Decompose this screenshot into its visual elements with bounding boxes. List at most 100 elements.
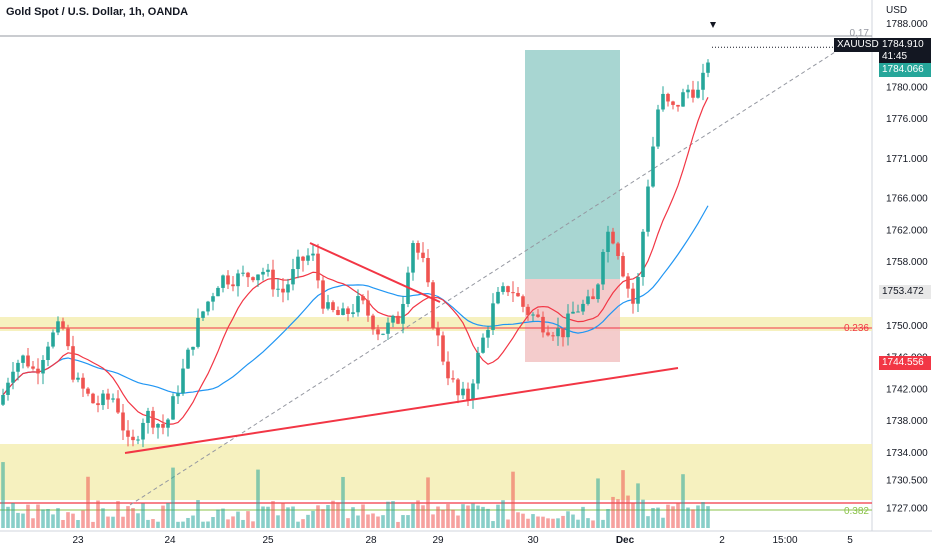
volume-bar [316, 505, 320, 528]
volume-bar [271, 501, 275, 528]
candle-body [611, 231, 615, 244]
volume-bar [376, 516, 380, 528]
volume-bar [281, 502, 285, 528]
candle-body [631, 288, 635, 304]
candle-body [66, 328, 70, 347]
candle-body [401, 303, 405, 324]
volume-bar [386, 501, 390, 528]
candle-body [456, 379, 460, 396]
candle-body [111, 398, 115, 400]
volume-bar [246, 511, 250, 528]
price-axis-panel [872, 0, 932, 550]
candle-body [206, 301, 210, 312]
support-zone [0, 444, 872, 500]
volume-bar [176, 521, 180, 528]
volume-bar [351, 507, 355, 528]
volume-bar [466, 505, 470, 528]
volume-bar [261, 506, 265, 528]
candle-body [6, 382, 10, 395]
candle-body [311, 253, 315, 256]
candle-body [96, 403, 100, 406]
candle-body [691, 89, 695, 98]
time-tick-label: 5 [847, 535, 853, 546]
price-tick-label: 1758.000 [886, 257, 928, 268]
candle-body [161, 424, 165, 428]
candle-body [371, 315, 375, 330]
volume-bar [101, 508, 105, 528]
candle-body [616, 243, 620, 257]
volume-bar [26, 504, 30, 528]
volume-bar [656, 507, 660, 528]
volume-bar [426, 477, 430, 528]
chart-title: Gold Spot / U.S. Dollar, 1h, OANDA [6, 6, 189, 18]
volume-bar [586, 518, 590, 528]
volume-bar [61, 519, 65, 528]
volume-bar [206, 521, 210, 528]
candle-body [191, 346, 195, 350]
volume-bar [301, 519, 305, 528]
volume-bar [591, 520, 595, 528]
volume-bar [216, 509, 220, 528]
moving-average-slow [2, 205, 709, 396]
candle-body [341, 308, 345, 315]
candle-body [51, 332, 55, 347]
volume-bar [646, 516, 650, 528]
candle-body [496, 291, 500, 304]
resistance-zone [0, 317, 872, 331]
candle-body [676, 104, 680, 107]
volume-bar [81, 510, 85, 528]
candle-body [251, 277, 255, 281]
candle-body [706, 62, 710, 73]
candle-body [21, 355, 25, 363]
volume-bar [451, 509, 455, 528]
volume-bar [321, 509, 325, 528]
price-tick-label: 1776.000 [886, 114, 928, 125]
candle-body [151, 410, 155, 428]
candle-body [271, 269, 275, 290]
volume-bar [46, 509, 50, 528]
candle-body [236, 273, 240, 287]
volume-bar [491, 521, 495, 528]
candle-body [481, 337, 485, 353]
volume-bar [666, 504, 670, 528]
volume-bar [121, 516, 125, 528]
volume-bar [571, 514, 575, 528]
volume-bar [441, 509, 445, 528]
volume-bar [651, 507, 655, 528]
volume-bar [566, 511, 570, 528]
candle-body [501, 286, 505, 292]
volume-bar [546, 518, 550, 528]
volume-bar [1, 462, 5, 528]
candle-body [701, 72, 705, 90]
candle-body [391, 315, 395, 323]
volume-bar [331, 500, 335, 528]
volume-bar [611, 496, 615, 528]
volume-bar [496, 504, 500, 528]
candle-body [16, 362, 20, 372]
candle-body [461, 388, 465, 396]
candle-body [336, 310, 340, 315]
candle-body [641, 231, 645, 278]
candle-body [231, 284, 235, 287]
candle-body [246, 272, 250, 278]
candle-body [521, 296, 525, 307]
volume-bar [626, 495, 630, 528]
time-tick-label: 28 [365, 535, 377, 546]
candle-body [11, 371, 15, 383]
time-tick-label: 30 [527, 535, 539, 546]
candle-body [551, 335, 555, 337]
candle-body [166, 419, 170, 428]
volume-bar [471, 503, 475, 528]
volume-bar [551, 518, 555, 528]
volume-bar [71, 513, 75, 528]
candle-body [666, 93, 670, 102]
candle-body [486, 329, 490, 338]
volume-bar [56, 508, 60, 528]
candle-body [436, 328, 440, 336]
volume-bar [11, 502, 15, 528]
volume-bar [151, 519, 155, 528]
volume-bar [226, 519, 230, 528]
volume-bar [211, 517, 215, 528]
volume-bar [456, 515, 460, 528]
